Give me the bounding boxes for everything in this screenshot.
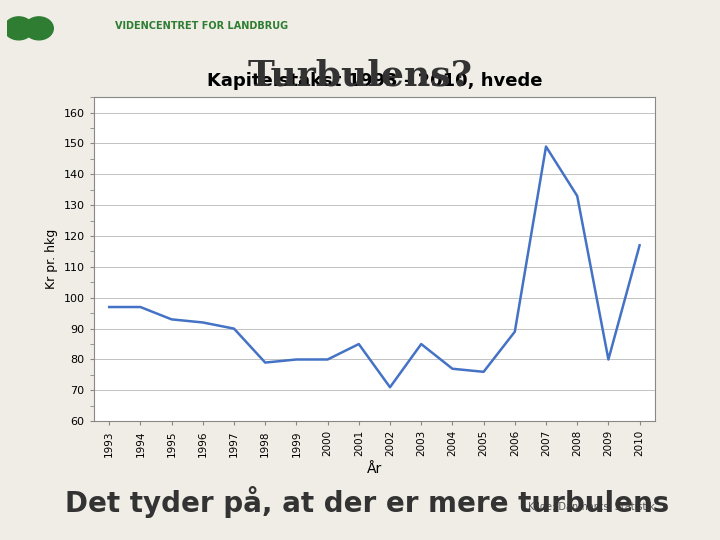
Text: Det tyder på, at der er mere turbulens: Det tyder på, at der er mere turbulens (65, 486, 669, 518)
Title: Kapitelstakst 1993 - 2010, hvede: Kapitelstakst 1993 - 2010, hvede (207, 72, 542, 90)
Text: VIDENCENTRET FOR LANDBRUG: VIDENCENTRET FOR LANDBRUG (115, 21, 288, 31)
Circle shape (24, 17, 53, 40)
Y-axis label: Kr pr. hkg: Kr pr. hkg (45, 229, 58, 289)
Text: Turbulens?: Turbulens? (248, 59, 472, 92)
Circle shape (4, 17, 33, 40)
Text: Kilde: Danmarks  Statistik: Kilde: Danmarks Statistik (528, 502, 655, 512)
X-axis label: År: År (366, 462, 382, 476)
